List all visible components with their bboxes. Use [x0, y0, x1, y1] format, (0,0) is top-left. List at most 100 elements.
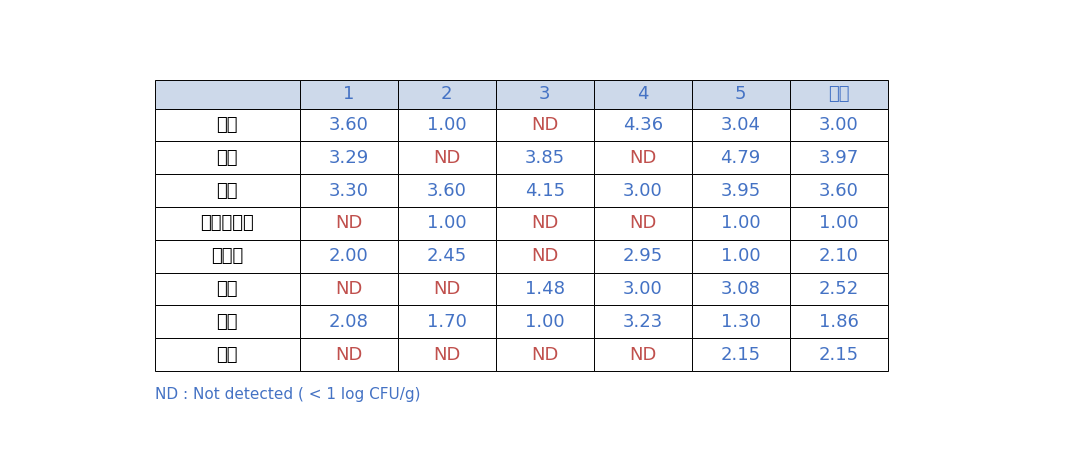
Text: 고추: 고추: [216, 116, 238, 134]
Bar: [789, 207, 888, 240]
Text: ND: ND: [433, 345, 461, 364]
Text: 1.00: 1.00: [427, 214, 467, 232]
Text: 2.15: 2.15: [721, 345, 760, 364]
Text: 2.00: 2.00: [329, 247, 368, 265]
Text: 1.30: 1.30: [721, 313, 760, 331]
Text: 2.95: 2.95: [622, 247, 663, 265]
Text: 1.00: 1.00: [721, 247, 760, 265]
Text: ND: ND: [531, 214, 558, 232]
Text: 어못: 어못: [216, 345, 238, 364]
Bar: [300, 207, 397, 240]
Text: ND: ND: [433, 149, 461, 167]
Bar: [300, 338, 397, 371]
Bar: [496, 142, 593, 174]
Text: 2.45: 2.45: [426, 247, 467, 265]
Bar: [789, 305, 888, 338]
Bar: [692, 142, 789, 174]
Bar: [300, 80, 397, 109]
Bar: [593, 207, 692, 240]
Text: 2: 2: [441, 85, 453, 103]
Bar: [300, 174, 397, 207]
Text: 1.86: 1.86: [818, 313, 859, 331]
Bar: [397, 338, 496, 371]
Text: 1.70: 1.70: [427, 313, 467, 331]
Text: ND: ND: [531, 116, 558, 134]
Text: 오이: 오이: [216, 280, 238, 298]
Text: 1.48: 1.48: [525, 280, 564, 298]
Bar: [154, 109, 300, 142]
Text: 3.95: 3.95: [721, 181, 760, 200]
Bar: [692, 80, 789, 109]
Bar: [496, 207, 593, 240]
Bar: [300, 240, 397, 273]
Text: ND: ND: [629, 149, 657, 167]
Bar: [789, 109, 888, 142]
Text: ND : Not detected ( < 1 log CFU/g): ND : Not detected ( < 1 log CFU/g): [154, 387, 420, 402]
Bar: [593, 142, 692, 174]
Text: 1.00: 1.00: [721, 214, 760, 232]
Bar: [593, 305, 692, 338]
Text: 3.23: 3.23: [622, 313, 663, 331]
Bar: [789, 240, 888, 273]
Bar: [692, 273, 789, 305]
Bar: [789, 174, 888, 207]
Bar: [397, 305, 496, 338]
Bar: [496, 273, 593, 305]
Bar: [154, 80, 300, 109]
Bar: [692, 207, 789, 240]
Text: ND: ND: [629, 345, 657, 364]
Text: 3.29: 3.29: [329, 149, 369, 167]
Text: 4: 4: [637, 85, 648, 103]
Bar: [593, 338, 692, 371]
Bar: [154, 240, 300, 273]
Text: ND: ND: [629, 214, 657, 232]
Bar: [692, 109, 789, 142]
Bar: [300, 109, 397, 142]
Bar: [154, 142, 300, 174]
Text: 3.00: 3.00: [623, 181, 663, 200]
Bar: [397, 207, 496, 240]
Text: 3.00: 3.00: [818, 116, 859, 134]
Bar: [789, 338, 888, 371]
Text: 3.60: 3.60: [329, 116, 368, 134]
Text: 3.85: 3.85: [525, 149, 564, 167]
Bar: [593, 80, 692, 109]
Bar: [692, 174, 789, 207]
Text: ND: ND: [335, 214, 363, 232]
Bar: [397, 273, 496, 305]
Text: ND: ND: [335, 280, 363, 298]
Text: 3.30: 3.30: [329, 181, 368, 200]
Bar: [154, 305, 300, 338]
Bar: [397, 174, 496, 207]
Text: ND: ND: [433, 280, 461, 298]
Text: 2.15: 2.15: [818, 345, 859, 364]
Bar: [692, 305, 789, 338]
Bar: [300, 142, 397, 174]
Text: ND: ND: [335, 345, 363, 364]
Bar: [397, 240, 496, 273]
Text: 3: 3: [539, 85, 550, 103]
Text: 4.36: 4.36: [622, 116, 663, 134]
Text: 2.52: 2.52: [818, 280, 859, 298]
Bar: [300, 273, 397, 305]
Text: 4.15: 4.15: [525, 181, 564, 200]
Text: 새우: 새우: [216, 313, 238, 331]
Text: 대파: 대파: [216, 149, 238, 167]
Bar: [154, 207, 300, 240]
Text: 3.60: 3.60: [818, 181, 859, 200]
Text: 3.97: 3.97: [818, 149, 859, 167]
Text: 3.00: 3.00: [623, 280, 663, 298]
Bar: [593, 174, 692, 207]
Bar: [496, 338, 593, 371]
Text: 3.08: 3.08: [721, 280, 760, 298]
Text: 1: 1: [343, 85, 355, 103]
Bar: [496, 240, 593, 273]
Bar: [692, 338, 789, 371]
Bar: [789, 80, 888, 109]
Text: 3.04: 3.04: [721, 116, 760, 134]
Text: 3.60: 3.60: [427, 181, 467, 200]
Text: ND: ND: [531, 345, 558, 364]
Text: 마늘: 마늘: [216, 181, 238, 200]
Bar: [593, 240, 692, 273]
Bar: [593, 109, 692, 142]
